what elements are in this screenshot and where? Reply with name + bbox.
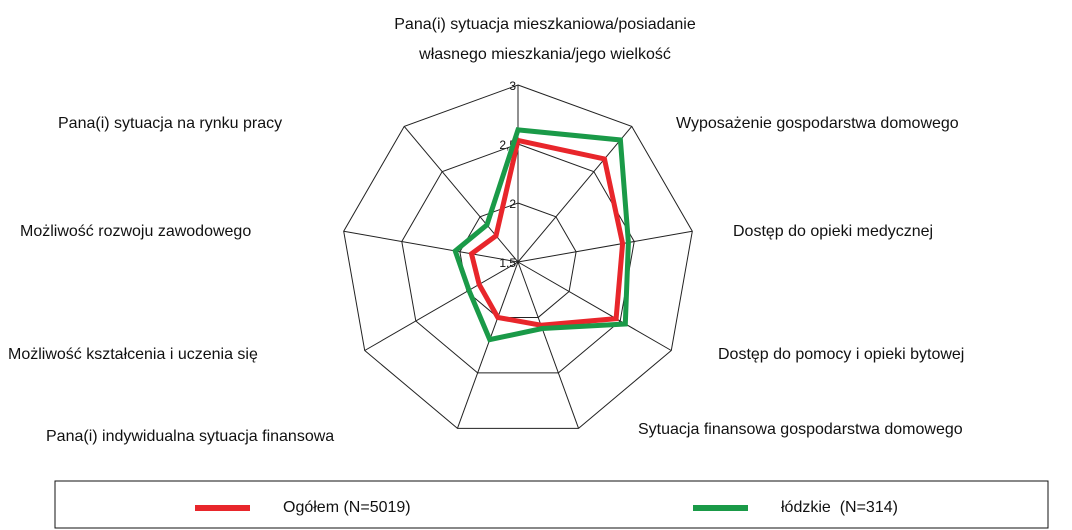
spoke <box>364 261 519 351</box>
grid-ring <box>459 202 577 318</box>
spoke <box>517 261 672 351</box>
axis-label: Wyposażenie gospodarstwa domowego <box>676 115 959 132</box>
axis-label: Pana(i) indywidualna sytuacja finansowa <box>46 428 334 445</box>
axis-label: Dostęp do opieki medycznej <box>733 223 933 240</box>
axis-label: Sytuacja finansowa gospodarstwa domowego <box>638 421 963 438</box>
legend-label: Ogółem (N=5019) <box>283 499 411 516</box>
series-line <box>452 127 631 343</box>
spoke <box>517 126 633 263</box>
axis-label: Pana(i) sytuacja mieszkaniowa/posiadanie… <box>394 16 696 63</box>
spoke <box>403 126 519 263</box>
grid-ring <box>343 84 693 429</box>
axis-label: Pana(i) sytuacja na rynku pracy <box>58 115 282 132</box>
legend-label: łódzkie (N=314) <box>781 499 898 516</box>
axis-label: Możliwość rozwoju zawodowego <box>20 223 251 240</box>
spoke <box>517 261 580 429</box>
axis-label-wrap: Pana(i) sytuacja mieszkaniowa/posiadanie… <box>394 16 696 63</box>
axis-label: Dostęp do pomocy i opieki bytowej <box>718 346 964 363</box>
series-line <box>468 137 626 328</box>
tick-label: 2 <box>509 197 516 211</box>
axis-label: Możliwość kształcenia i uczenia się <box>8 346 258 363</box>
legend-box <box>54 480 1049 529</box>
spoke <box>517 230 693 263</box>
tick-label: 1,5 <box>499 256 516 270</box>
spoke <box>343 230 519 263</box>
spoke <box>456 261 519 429</box>
tick-label: 3 <box>509 79 516 93</box>
